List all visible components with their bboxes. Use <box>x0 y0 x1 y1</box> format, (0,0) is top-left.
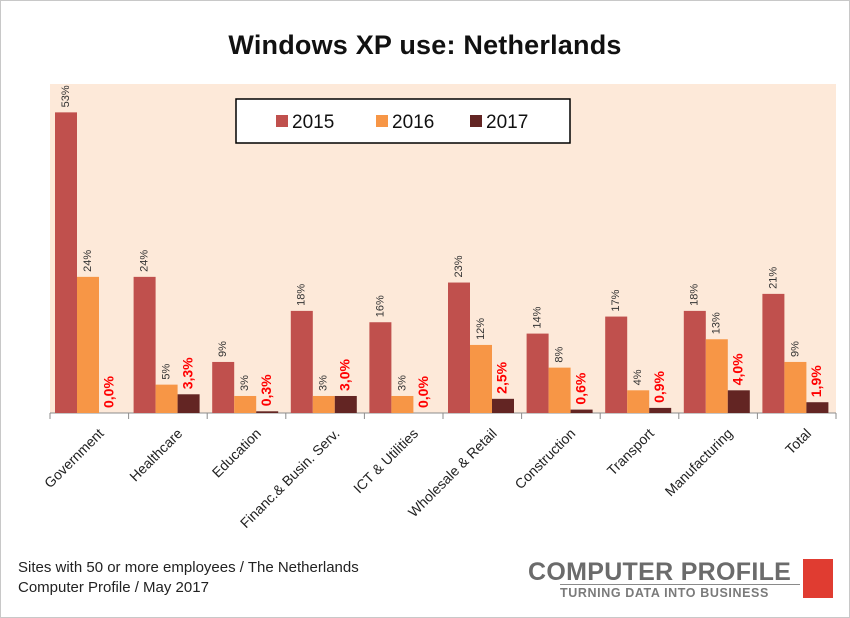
bar-2016-4 <box>312 395 335 413</box>
legend-label-2015: 2015 <box>292 112 334 133</box>
logo-tagline: TURNING DATA INTO BUSINESS <box>560 586 769 600</box>
bar-2015-3 <box>212 361 235 413</box>
bar-2015-6 <box>448 282 470 413</box>
data-label-2016-6: 12% <box>475 318 487 340</box>
legend-swatch-2017 <box>470 115 482 127</box>
data-label-2017-4: 3,0% <box>337 359 353 391</box>
footnote-line-1: Sites with 50 or more employees / The Ne… <box>18 559 359 576</box>
data-label-2016-8: 4% <box>632 369 644 385</box>
bar-2017-8 <box>649 407 672 413</box>
data-label-2015-5: 16% <box>374 295 386 317</box>
bar-2017-7 <box>570 409 593 413</box>
bar-2016-1 <box>77 276 99 413</box>
legend-box <box>235 98 571 144</box>
bar-2015-5 <box>369 322 392 413</box>
category-label-5: ICT & Utilities <box>350 425 421 496</box>
bar-2016-9 <box>705 339 728 413</box>
bar-2015-9 <box>683 310 706 413</box>
bar-2016-10 <box>784 361 807 413</box>
data-label-2016-7: 8% <box>554 347 566 363</box>
bar-2015-8 <box>605 316 628 413</box>
data-label-2015-10: 21% <box>767 267 779 289</box>
legend-label-2016: 2016 <box>392 112 434 133</box>
bar-2017-9 <box>727 390 750 413</box>
bar-2017-6 <box>492 398 514 413</box>
data-label-2017-1: 0,0% <box>101 376 117 408</box>
data-label-2016-1: 24% <box>82 250 94 272</box>
legend-label-2017: 2017 <box>486 112 528 133</box>
data-label-2017-6: 2,5% <box>494 361 510 393</box>
data-label-2015-4: 18% <box>296 284 308 306</box>
bar-2016-7 <box>548 367 571 413</box>
data-label-2017-5: 0,0% <box>415 376 431 408</box>
footnote-line-2: Computer Profile / May 2017 <box>18 579 209 596</box>
category-label-8: Transport <box>604 425 657 478</box>
data-label-2017-7: 0,6% <box>572 372 588 404</box>
logo-square-icon <box>803 559 833 598</box>
logo-divider <box>560 584 800 585</box>
data-label-2016-9: 13% <box>711 312 723 334</box>
chart-title: Windows XP use: Netherlands <box>228 30 622 60</box>
data-label-2017-2: 3,3% <box>179 357 195 389</box>
data-label-2017-10: 1,9% <box>808 365 824 397</box>
category-label-1: Government <box>41 425 107 491</box>
footnote: Sites with 50 or more employees / The Ne… <box>18 558 359 598</box>
bar-2016-6 <box>470 344 492 413</box>
data-label-2015-9: 18% <box>689 284 701 306</box>
data-label-2017-8: 0,9% <box>651 370 667 402</box>
company-logo: COMPUTER PROFILE TURNING DATA INTO BUSIN… <box>520 556 835 602</box>
data-label-2015-7: 14% <box>532 306 544 328</box>
category-label-6: Wholesale & Retail <box>405 425 500 520</box>
data-label-2016-5: 3% <box>396 375 408 391</box>
legend-swatch-2016 <box>376 115 388 127</box>
legend: 2015 2016 2017 <box>235 98 571 144</box>
bar-2016-2 <box>155 384 178 413</box>
category-label-9: Manufacturing <box>662 425 736 499</box>
bar-2016-5 <box>391 395 414 413</box>
bar-2015-7 <box>526 333 549 413</box>
data-label-2017-3: 0,3% <box>258 374 274 406</box>
bar-2015-2 <box>133 276 156 413</box>
category-label-7: Construction <box>511 425 578 492</box>
data-label-2015-6: 23% <box>453 255 465 277</box>
bar-2017-4 <box>334 395 357 413</box>
data-label-2015-2: 24% <box>139 250 151 272</box>
category-label-2: Healthcare <box>126 425 185 484</box>
category-label-3: Education <box>209 425 264 480</box>
data-label-2015-8: 17% <box>610 289 622 311</box>
data-label-2016-3: 3% <box>239 375 251 391</box>
bar-2015-4 <box>290 310 313 413</box>
legend-swatch-2015 <box>276 115 288 127</box>
logo-name: COMPUTER PROFILE <box>528 558 792 586</box>
bar-2017-10 <box>806 402 829 413</box>
bar-2015-10 <box>762 293 785 413</box>
data-label-2017-9: 4,0% <box>730 353 746 385</box>
bar-2015-1 <box>55 112 77 414</box>
bar-2017-2 <box>177 394 200 413</box>
bar-2016-3 <box>234 395 257 413</box>
data-label-2016-2: 5% <box>161 364 173 380</box>
data-label-2015-1: 53% <box>60 85 72 107</box>
bar-2016-8 <box>627 390 650 413</box>
data-label-2016-4: 3% <box>318 375 330 391</box>
data-label-2016-10: 9% <box>789 341 801 357</box>
bar-2017-3 <box>256 411 279 413</box>
data-label-2015-3: 9% <box>217 341 229 357</box>
category-label-10: Total <box>782 425 814 457</box>
